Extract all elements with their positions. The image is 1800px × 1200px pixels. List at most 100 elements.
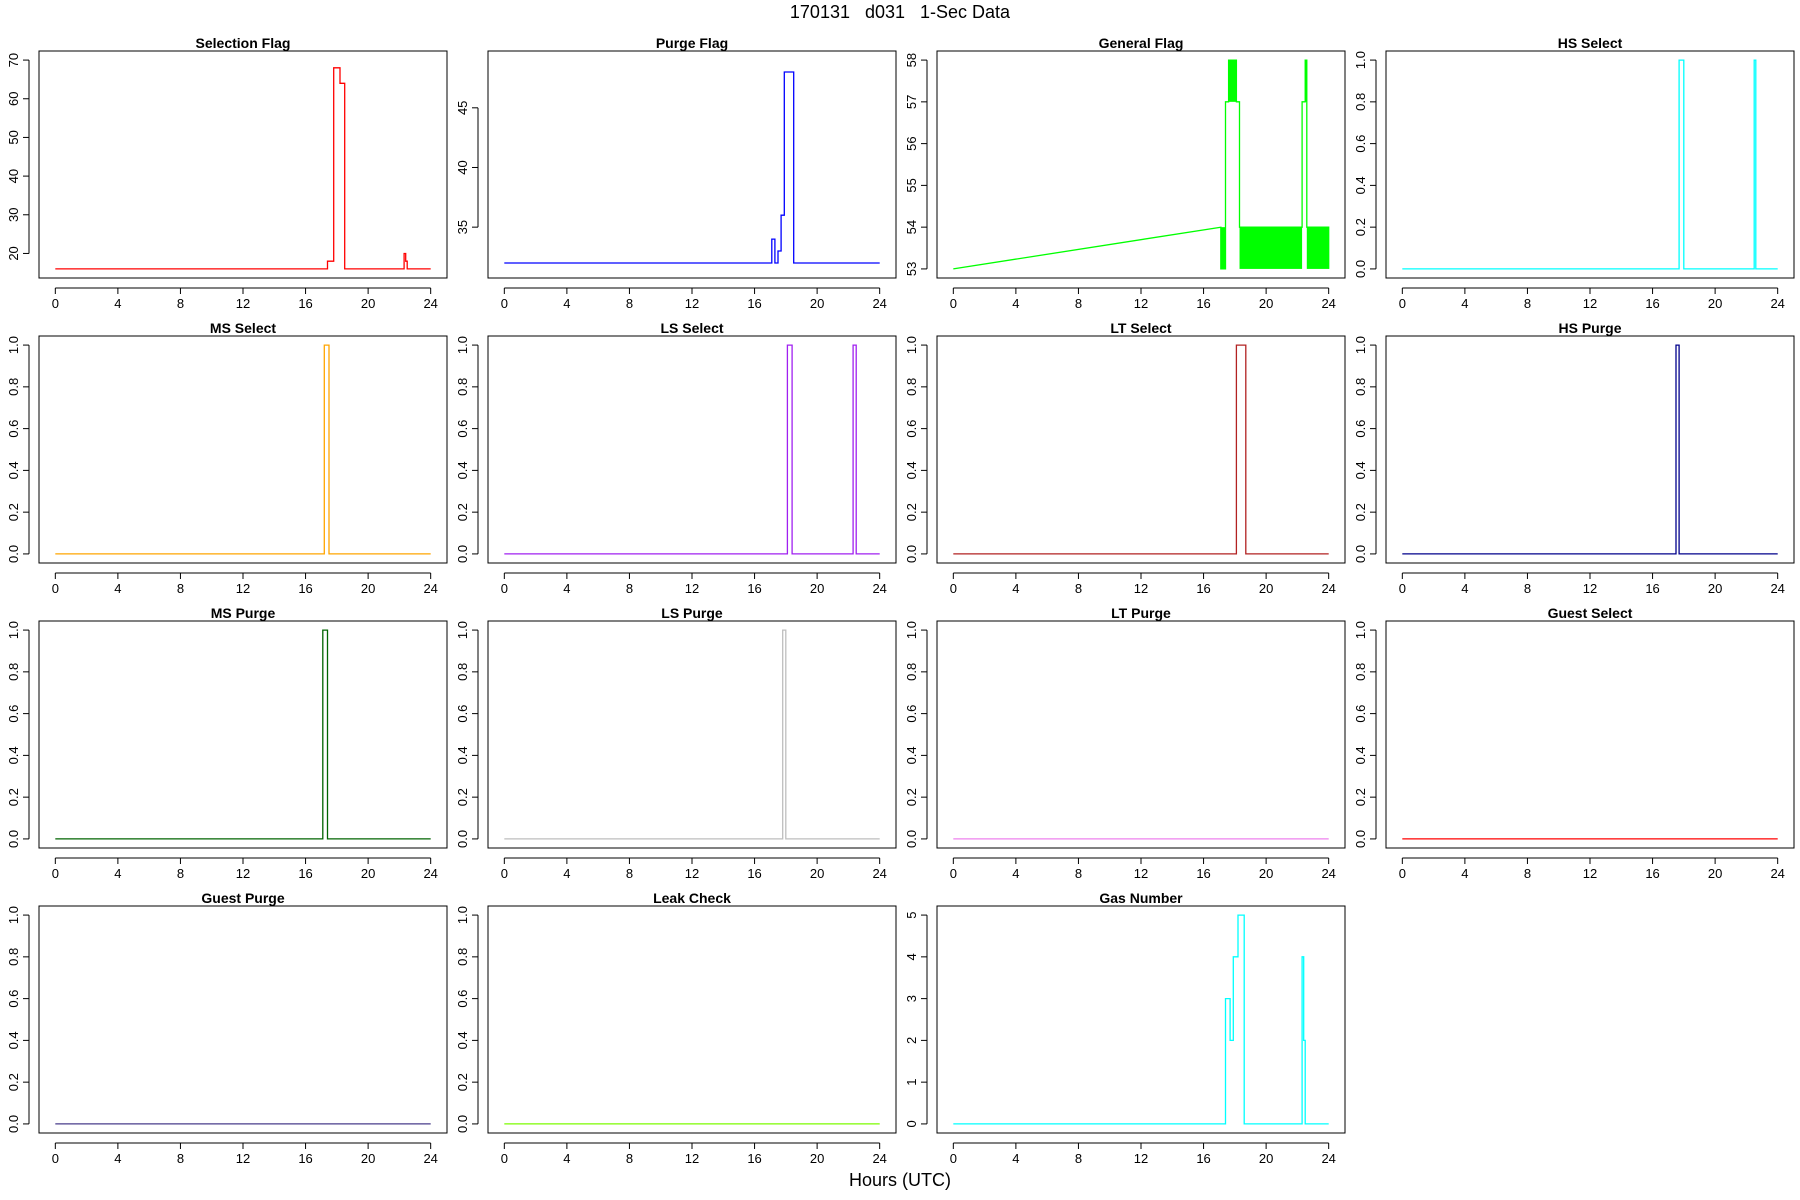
panel-hs-select: HS Select 0 4 8 12 16 20 24 0.0 0.2 0.4 0.6 0.8 1.0 bbox=[1353, 35, 1795, 311]
x-tick-label: 20 bbox=[810, 1151, 824, 1166]
y-tick-label: 0.4 bbox=[6, 461, 21, 479]
plot-frame bbox=[38, 620, 448, 849]
y-tick-label: 0.0 bbox=[1353, 545, 1368, 563]
plot-frame bbox=[936, 620, 1346, 849]
x-tick-label: 0 bbox=[950, 1151, 957, 1166]
y-tick-label: 0.4 bbox=[1353, 176, 1368, 194]
panel-guest-select: Guest Select 0 4 8 12 16 20 24 0.0 0.2 0.4 0.6 0.8 1.… bbox=[1353, 605, 1795, 881]
x-tick-label: 4 bbox=[1461, 296, 1468, 311]
data-series-line bbox=[55, 629, 431, 840]
x-tick-label: 16 bbox=[298, 866, 312, 881]
x-tick-label: 12 bbox=[1134, 866, 1148, 881]
x-tick-label: 24 bbox=[1321, 581, 1335, 596]
data-filled-block bbox=[1228, 60, 1237, 102]
x-tick-label: 8 bbox=[1075, 296, 1082, 311]
y-tick-label: 0.0 bbox=[6, 545, 21, 563]
x-tick-label: 0 bbox=[1399, 296, 1406, 311]
x-tick-label: 0 bbox=[950, 296, 957, 311]
x-tick-label: 12 bbox=[236, 1151, 250, 1166]
x-tick-label: 12 bbox=[1583, 866, 1597, 881]
x-tick-label: 20 bbox=[1259, 866, 1273, 881]
x-tick-label: 0 bbox=[52, 1151, 59, 1166]
panel-title: Leak Check bbox=[653, 890, 731, 906]
panel-title: Gas Number bbox=[1099, 890, 1183, 906]
y-tick-label: 1.0 bbox=[455, 336, 470, 354]
x-tick-label: 12 bbox=[236, 296, 250, 311]
plot-frame bbox=[487, 905, 897, 1134]
x-tick-label: 16 bbox=[298, 296, 312, 311]
y-tick-label: 0.4 bbox=[1353, 746, 1368, 764]
data-series-line bbox=[504, 71, 880, 264]
x-tick-label: 12 bbox=[236, 581, 250, 596]
x-tick-label: 20 bbox=[361, 296, 375, 311]
y-tick-label: 57 bbox=[904, 95, 919, 109]
x-tick-label: 24 bbox=[1770, 581, 1784, 596]
y-tick-label: 0.0 bbox=[904, 545, 919, 563]
y-tick-label: 0.6 bbox=[904, 705, 919, 723]
plot-frame bbox=[936, 335, 1346, 564]
x-tick-label: 24 bbox=[1321, 1151, 1335, 1166]
data-series-line bbox=[953, 914, 1329, 1125]
x-axis-label: Hours (UTC) bbox=[849, 1170, 951, 1190]
y-tick-label: 0.4 bbox=[904, 746, 919, 764]
panel-title: MS Select bbox=[210, 320, 276, 336]
x-tick-label: 0 bbox=[501, 866, 508, 881]
x-tick-label: 16 bbox=[1645, 866, 1659, 881]
y-tick-label: 1.0 bbox=[1353, 336, 1368, 354]
x-tick-label: 8 bbox=[1524, 581, 1531, 596]
x-tick-label: 20 bbox=[361, 1151, 375, 1166]
x-tick-label: 16 bbox=[1645, 296, 1659, 311]
x-tick-label: 20 bbox=[1708, 296, 1722, 311]
panel-title: Guest Purge bbox=[201, 890, 284, 906]
y-tick-label: 0.2 bbox=[904, 503, 919, 521]
x-tick-label: 4 bbox=[1461, 581, 1468, 596]
panel-title: MS Purge bbox=[211, 605, 276, 621]
panel-title: HS Purge bbox=[1558, 320, 1621, 336]
plot-frame bbox=[38, 905, 448, 1134]
data-series-line bbox=[55, 344, 431, 555]
panel-ms-select: MS Select 0 4 8 12 16 20 24 0.0 0.2 0.4 0.6 0.8 1.0 bbox=[6, 320, 448, 596]
y-tick-label: 0.6 bbox=[6, 990, 21, 1008]
plot-frame bbox=[38, 335, 448, 564]
panel-title: Purge Flag bbox=[656, 35, 728, 51]
x-tick-label: 16 bbox=[298, 581, 312, 596]
x-tick-label: 16 bbox=[298, 1151, 312, 1166]
x-tick-label: 4 bbox=[563, 581, 570, 596]
panel-title: Guest Select bbox=[1548, 605, 1633, 621]
x-tick-label: 0 bbox=[52, 296, 59, 311]
data-series-line bbox=[55, 67, 431, 270]
y-tick-label: 0.2 bbox=[1353, 788, 1368, 806]
x-tick-label: 4 bbox=[114, 1151, 121, 1166]
y-tick-label: 0.8 bbox=[455, 378, 470, 396]
y-tick-label: 0.6 bbox=[1353, 705, 1368, 723]
y-tick-label: 0.6 bbox=[455, 705, 470, 723]
data-series-line bbox=[504, 344, 880, 555]
x-tick-label: 4 bbox=[114, 296, 121, 311]
x-tick-label: 8 bbox=[1524, 296, 1531, 311]
x-tick-label: 4 bbox=[114, 866, 121, 881]
y-tick-label: 1.0 bbox=[455, 621, 470, 639]
y-tick-label: 1 bbox=[904, 1079, 919, 1086]
y-tick-label: 0.0 bbox=[904, 830, 919, 848]
x-tick-label: 8 bbox=[177, 1151, 184, 1166]
x-tick-label: 20 bbox=[361, 866, 375, 881]
x-tick-label: 0 bbox=[1399, 581, 1406, 596]
x-tick-label: 24 bbox=[872, 1151, 886, 1166]
y-tick-label: 1.0 bbox=[904, 621, 919, 639]
y-tick-label: 0.0 bbox=[455, 1115, 470, 1133]
y-tick-label: 0.2 bbox=[455, 1073, 470, 1091]
x-tick-label: 8 bbox=[1075, 1151, 1082, 1166]
y-tick-label: 1.0 bbox=[904, 336, 919, 354]
y-tick-label: 4 bbox=[904, 953, 919, 960]
panel-selection-flag: Selection Flag 0 4 8 12 16 20 24 20 30 40 50 60 70 bbox=[6, 35, 448, 311]
x-tick-label: 24 bbox=[1321, 296, 1335, 311]
y-tick-label: 0.8 bbox=[455, 663, 470, 681]
data-series-line bbox=[953, 59, 1330, 270]
y-tick-label: 0.8 bbox=[6, 948, 21, 966]
x-tick-label: 8 bbox=[626, 581, 633, 596]
y-tick-label: 40 bbox=[455, 160, 470, 174]
y-tick-label: 56 bbox=[904, 136, 919, 150]
x-tick-label: 4 bbox=[1012, 866, 1019, 881]
y-tick-label: 0.8 bbox=[1353, 378, 1368, 396]
